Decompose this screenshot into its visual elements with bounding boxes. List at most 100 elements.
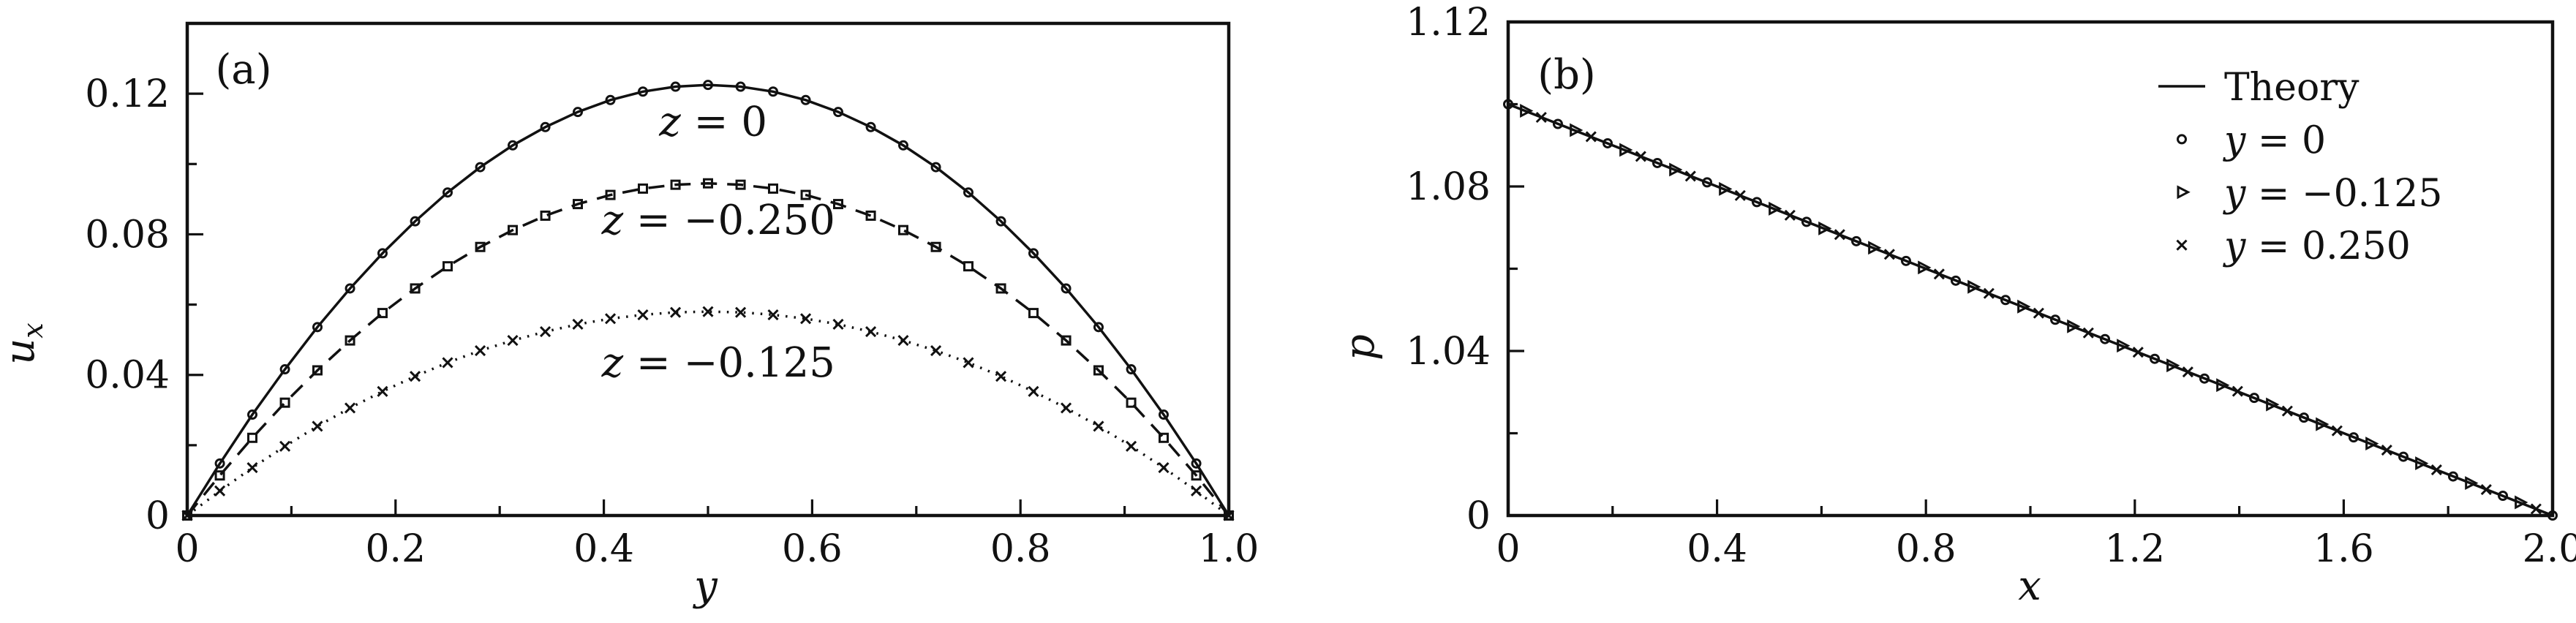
circle-marker [2150,353,2161,364]
circle-marker [703,80,713,91]
square-marker [475,241,486,252]
square-marker [573,199,583,210]
square-marker [865,210,876,221]
circle-marker [573,107,583,118]
cross-marker [637,309,649,321]
legend-entry: y = −0.125 [2177,172,2442,216]
circle-marker [1552,118,1563,129]
circle-marker [800,94,811,105]
circle-marker [540,121,551,132]
square-marker [1191,470,1202,481]
circle-marker [963,187,973,198]
square-marker [1028,308,1039,319]
cross-marker [377,385,388,397]
circle-marker [2199,373,2210,384]
cross-marker [475,344,486,357]
legend-label: y = 0 [2223,118,2326,162]
triangle-marker [2266,397,2280,412]
square-marker [995,283,1006,294]
curve-annotation: z = −0.250 [601,197,835,244]
square-marker [703,178,713,189]
square-marker [735,179,746,190]
legend-circle-sample [2177,134,2187,145]
circle-marker [768,86,778,97]
square-marker [670,179,681,190]
x-axis-tick-label: 2.0 [2523,527,2576,571]
x-axis-tick-label: 1.6 [2313,527,2374,571]
triangle-marker [2365,437,2379,451]
cross-marker [410,371,421,382]
series-line-theory [1507,102,2553,517]
square-marker [1224,510,1234,521]
x-axis-tick-label: 1.2 [2104,527,2165,571]
circle-marker [2049,314,2060,325]
circle-marker [1950,275,1961,286]
circle-marker [279,364,290,375]
x-axis-tick-label: 0.6 [782,527,843,571]
curve-annotation: z = 0 [658,99,767,146]
x-axis-tick-label: 0.4 [573,527,634,571]
circle-marker [2249,393,2260,404]
triangle-marker [2216,378,2230,393]
cross-marker [1883,249,1895,260]
square-marker [800,189,811,200]
square-marker [182,510,192,521]
series-markers-y0250 [1535,111,2542,515]
series-line-z0 [186,83,1230,516]
legend-label: y = −0.125 [2223,172,2442,216]
x-axis-tick-label: 0 [1496,527,1520,571]
legend-triangle-sample [2177,185,2191,200]
cross-marker [344,402,356,414]
square-marker [605,189,616,200]
circle-marker [2447,471,2458,482]
cross-marker [2232,385,2243,397]
panel-a-chart: 0 0.2 0.4 0.6 0.8 1.0 0 0.04 0.08 0.12 y ux z = 0 z =… [0,21,1259,610]
circle-marker [2000,295,2011,306]
cross-marker [1983,287,1995,299]
legend-label: Theory [2224,66,2360,110]
circle-marker [638,86,648,97]
circle-marker [1093,322,1104,333]
x-axis-tick-label: 0 [175,527,199,571]
cross-marker [279,440,291,452]
square-marker [312,365,323,376]
x-axis-tick-label: 0.2 [365,527,426,571]
circle-marker [833,107,843,118]
cross-marker [930,344,942,357]
cross-marker [735,306,747,318]
cross-marker [1834,229,1845,241]
series-markers-zm250 [182,178,1234,521]
circle-marker [214,458,225,469]
x-axis-tick-label: 0.4 [1687,527,1747,571]
triangle-marker [2067,319,2081,333]
cross-marker [2331,425,2343,437]
cross-marker [507,335,519,347]
circle-marker [442,187,453,198]
square-marker [1126,397,1137,408]
y-axis-tick-label: 0 [146,494,170,538]
square-marker [1159,432,1169,443]
series-markers-ym0125 [1520,104,2528,510]
cross-marker [1158,462,1170,474]
cross-marker [1028,385,1039,397]
square-marker [638,183,648,194]
triangle-marker [1719,181,1733,196]
triangle-marker [2465,476,2479,491]
circle-marker [1191,458,1202,469]
circle-marker [2100,333,2111,344]
cross-marker [1223,510,1235,521]
y-axis-tick-label: 0 [1466,494,1491,538]
x-axis-tick-label: 0.8 [990,527,1051,571]
triangle-marker [2316,417,2330,431]
cross-marker [605,313,617,325]
cross-marker [702,306,714,317]
circle-marker [508,140,518,151]
square-marker [344,335,355,346]
cross-marker [1093,420,1104,432]
triangle-marker [1520,104,1534,118]
cross-marker [2381,445,2392,456]
circle-marker [2498,491,2509,501]
x-axis-label: y [692,562,718,610]
circle-marker [670,81,681,92]
cross-marker [2430,464,2442,476]
